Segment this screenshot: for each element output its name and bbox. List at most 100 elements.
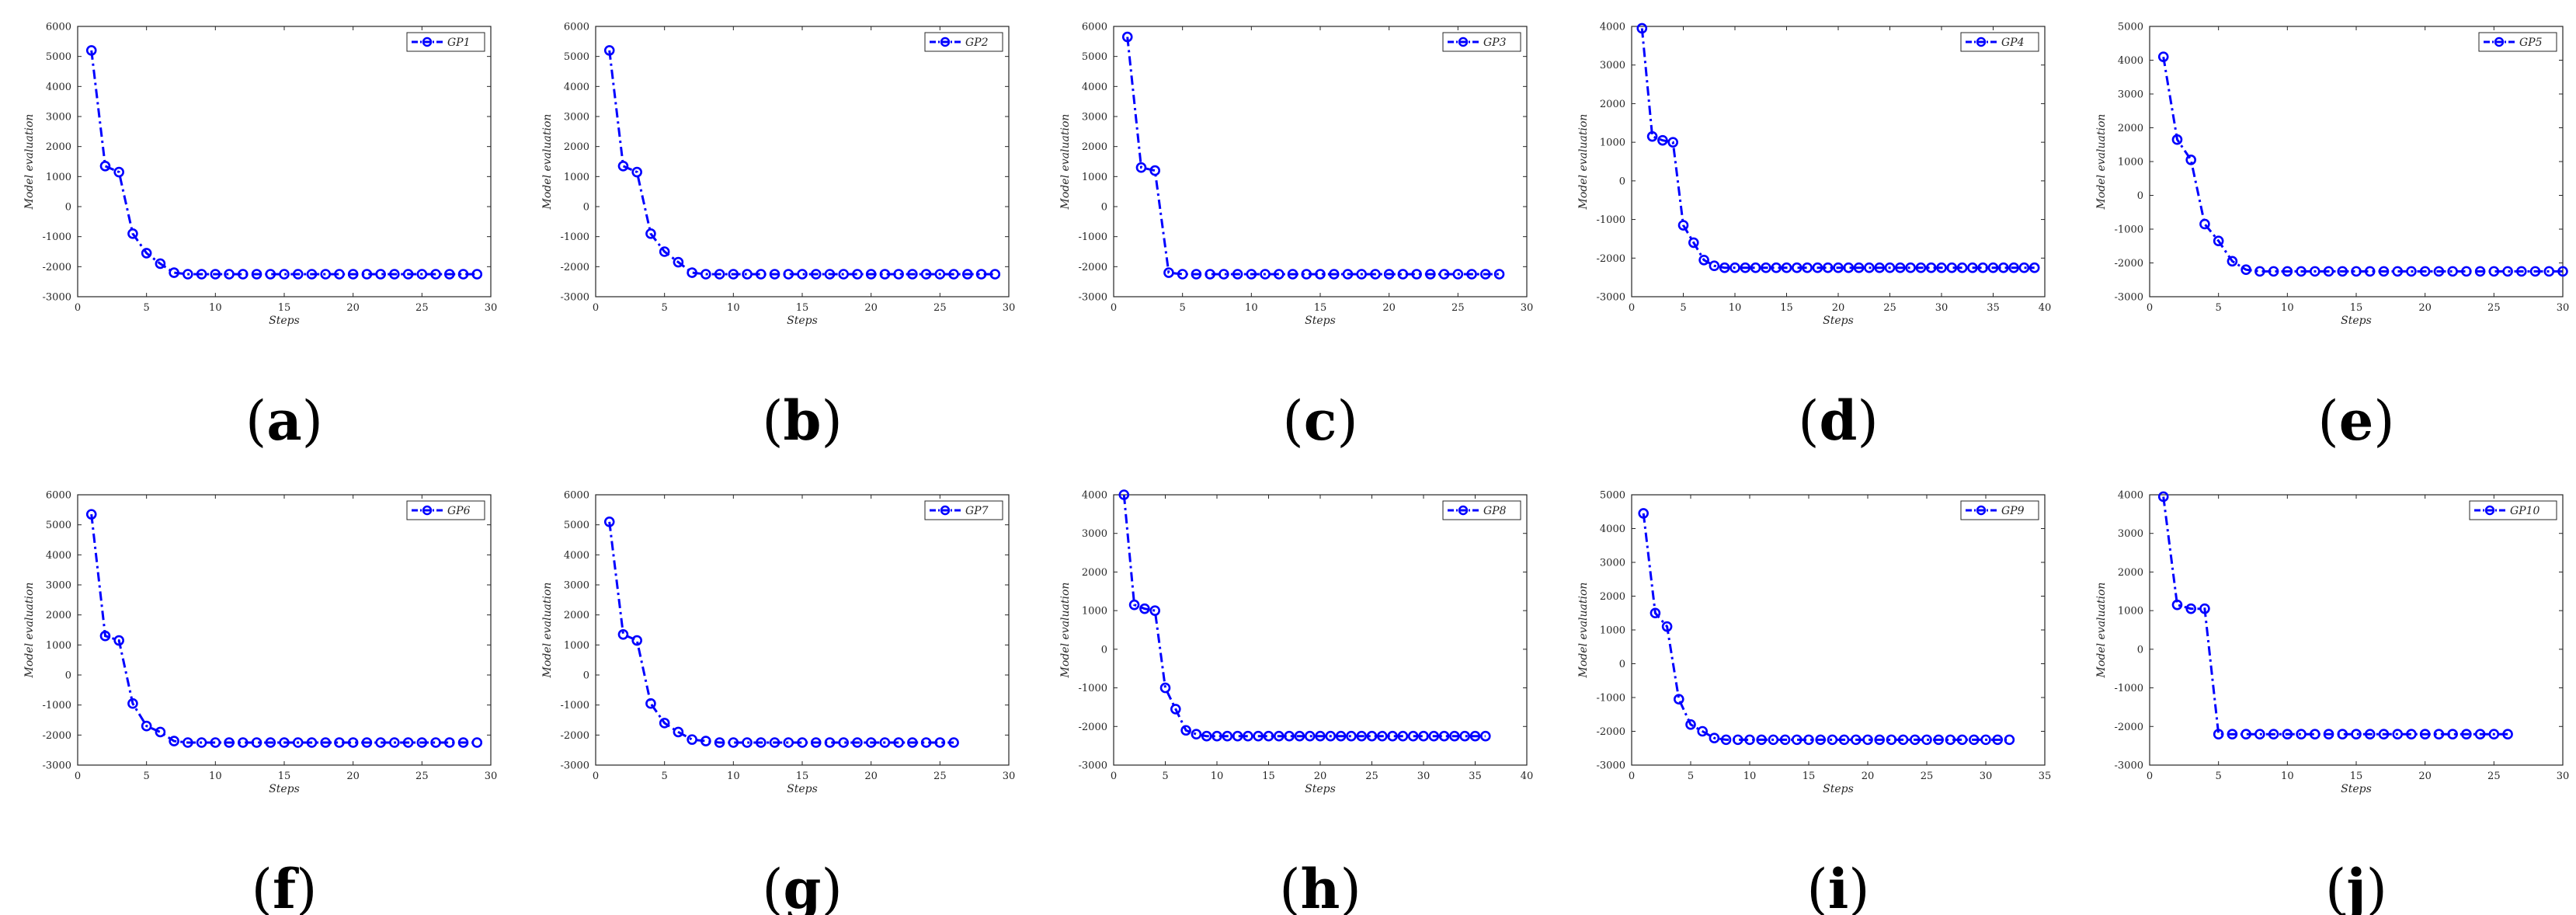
data-point — [2018, 262, 2030, 273]
y-tick-label: 4000 — [1600, 524, 1625, 535]
data-point — [1822, 262, 1834, 273]
panel-caption: (c) — [1282, 388, 1358, 453]
data-point — [183, 737, 193, 748]
data-point — [2406, 729, 2417, 740]
x-tick-label: 25 — [1365, 771, 1378, 782]
data-point — [265, 737, 276, 748]
y-tick-label: 3000 — [1082, 528, 1107, 540]
data-point — [797, 737, 808, 748]
x-tick-label: 15 — [1314, 302, 1327, 314]
data-point — [1346, 730, 1357, 742]
data-point — [893, 269, 904, 280]
data-point — [1377, 730, 1388, 742]
data-point — [948, 269, 959, 280]
y-tick-label: 0 — [2137, 644, 2143, 656]
data-point — [879, 269, 891, 280]
data-point — [251, 269, 262, 280]
data-point — [755, 737, 767, 748]
y-tick-label: 1000 — [1600, 137, 1625, 149]
data-point — [2364, 266, 2376, 277]
y-tick-label: 5000 — [46, 51, 71, 63]
x-tick-label: 30 — [485, 302, 498, 314]
y-tick-label: 1000 — [1082, 172, 1107, 183]
y-axis-label: Model evaluation — [2095, 114, 2108, 210]
data-point — [1771, 262, 1782, 273]
data-point — [237, 737, 249, 748]
data-point — [2171, 134, 2183, 145]
data-point — [783, 269, 794, 280]
x-tick-label: 25 — [1451, 302, 1465, 314]
legend-label: GP5 — [2519, 37, 2543, 49]
y-tick-label: -1000 — [2115, 683, 2143, 694]
data-point — [1284, 730, 1295, 742]
legend-marker — [1458, 505, 1469, 516]
legend-box — [1442, 500, 1521, 520]
data-point — [948, 737, 959, 748]
data-point — [1480, 730, 1491, 742]
x-tick-label: 20 — [346, 771, 360, 782]
data-point — [603, 45, 615, 56]
data-point — [1243, 730, 1253, 742]
y-tick-label: 4000 — [1082, 82, 1107, 93]
data-point — [934, 737, 946, 748]
data-point — [2378, 729, 2390, 740]
y-axis-label: Model evaluation — [541, 114, 554, 210]
data-point — [1827, 734, 1838, 746]
x-tick-label: 35 — [1469, 771, 1482, 782]
y-tick-label: -3000 — [1597, 760, 1625, 772]
data-point — [2282, 266, 2293, 277]
data-point — [1886, 734, 1897, 746]
data-point — [2171, 599, 2183, 611]
data-point — [1756, 734, 1767, 746]
data-point — [99, 630, 111, 642]
data-point — [1118, 489, 1130, 500]
data-point — [2213, 235, 2224, 247]
x-tick-label: 25 — [2487, 771, 2501, 782]
data-point — [1946, 262, 1958, 273]
legend-label: GP1 — [447, 37, 471, 49]
data-point — [1397, 269, 1409, 280]
data-point — [1956, 734, 1968, 746]
y-tick-label: 2000 — [564, 610, 589, 621]
plot-area-frame — [1631, 494, 2046, 766]
legend-label: GP3 — [1483, 37, 1507, 49]
y-tick-label: 3000 — [1600, 558, 1625, 569]
data-point — [361, 737, 373, 748]
y-tick-label: 0 — [1101, 202, 1107, 214]
x-axis-label: Steps — [787, 783, 818, 795]
data-point — [2227, 256, 2238, 267]
y-tick-label: 4000 — [46, 82, 71, 93]
y-tick-label: 1000 — [1082, 606, 1107, 618]
y-tick-label: 4000 — [2118, 490, 2143, 502]
x-tick-label: 25 — [933, 771, 947, 782]
data-point — [2488, 729, 2500, 740]
data-point — [742, 737, 753, 748]
x-tick-label: 20 — [2418, 302, 2432, 314]
data-point — [416, 269, 428, 280]
data-point — [1287, 269, 1298, 280]
y-tick-label: 5000 — [1600, 490, 1625, 502]
data-point — [1698, 254, 1709, 266]
y-tick-label: 4000 — [46, 550, 71, 562]
data-point — [113, 166, 124, 178]
data-point — [1921, 734, 1932, 746]
data-point — [2474, 729, 2486, 740]
x-tick-label: 30 — [1417, 771, 1431, 782]
y-tick-label: 0 — [1619, 176, 1625, 187]
y-tick-label: 1000 — [46, 172, 71, 183]
data-point — [1803, 734, 1814, 746]
x-tick-label: 10 — [1245, 302, 1258, 314]
data-point — [1201, 730, 1212, 742]
x-tick-label: 5 — [1688, 771, 1694, 782]
data-point — [2185, 155, 2196, 165]
y-tick-label: 3000 — [564, 580, 589, 592]
y-tick-label: -2000 — [2115, 722, 2143, 733]
data-point — [1874, 734, 1885, 746]
data-point — [2199, 218, 2210, 230]
plot-area-frame — [595, 26, 1010, 297]
data-point — [224, 737, 235, 748]
y-tick-label: 2000 — [1082, 567, 1107, 579]
data-point — [1328, 269, 1340, 280]
plot-area-frame — [77, 494, 492, 766]
data-point — [838, 737, 849, 748]
